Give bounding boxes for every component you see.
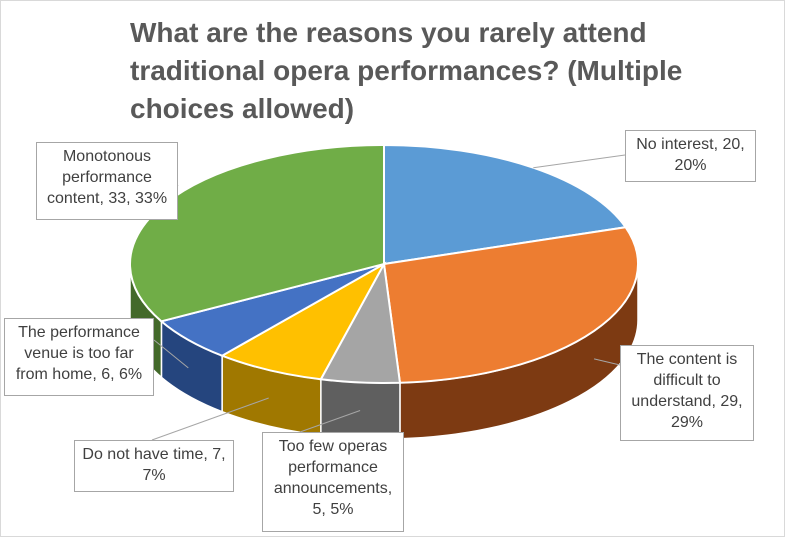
pie-slice-0: [383, 143, 628, 266]
data-label-1: The content is difficult to understand, …: [620, 345, 754, 441]
pie-slice-side-2: [320, 378, 401, 440]
leader-line-0: [533, 154, 626, 169]
pie-slice-1: [382, 226, 639, 384]
leader-line-2: [299, 410, 361, 433]
chart-title: What are the reasons you rarely attend t…: [130, 17, 683, 124]
leader-line-3: [151, 397, 269, 441]
data-label-3: Do not have time, 7, 7%: [74, 440, 234, 492]
data-label-4: The performance venue is too far from ho…: [4, 318, 154, 396]
data-label-2: Too few operas performance announcements…: [262, 432, 404, 532]
pie-slice-3: [219, 261, 387, 381]
data-label-5: Monotonous performance content, 33, 33%: [36, 142, 178, 220]
leader-line-4: [153, 339, 189, 369]
data-label-0: No interest, 20, 20%: [625, 130, 756, 182]
leader-line-1: [593, 358, 621, 366]
